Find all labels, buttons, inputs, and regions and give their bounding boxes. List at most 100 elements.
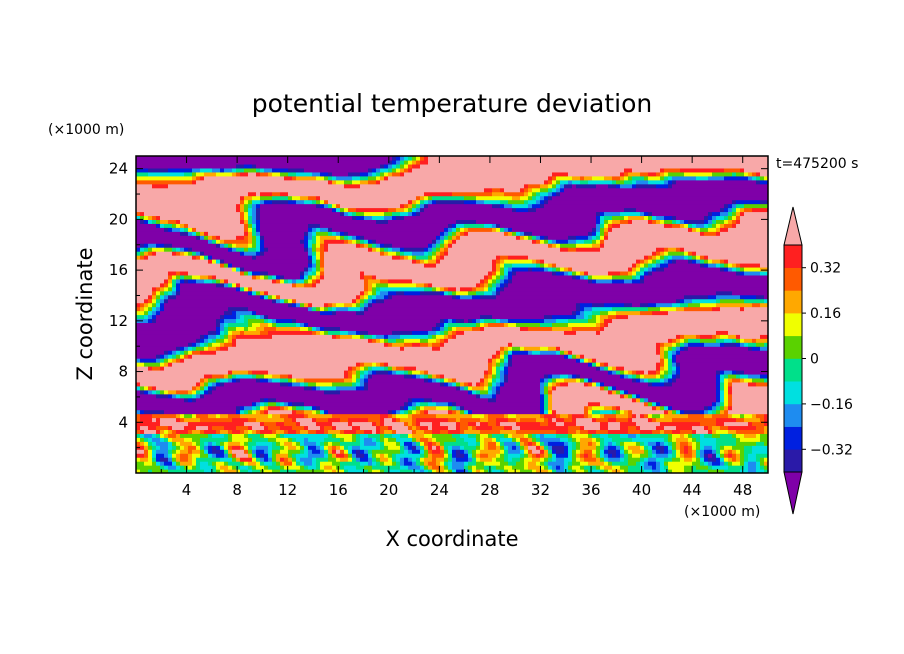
- field-cell: [180, 334, 185, 339]
- field-cell: [192, 405, 197, 411]
- field-cell: [288, 175, 293, 181]
- field-cell: [288, 381, 293, 387]
- field-cell: [188, 302, 193, 308]
- field-cell: [136, 330, 141, 335]
- field-cell: [140, 421, 145, 427]
- field-cell: [344, 358, 349, 363]
- field-cell: [136, 298, 141, 304]
- field-cell: [332, 175, 337, 181]
- field-cell: [216, 469, 221, 473]
- field-cell: [376, 449, 381, 454]
- field-cell: [180, 366, 185, 371]
- field-cell: [372, 334, 377, 339]
- field-cell: [144, 469, 149, 473]
- field-cell: [224, 310, 229, 316]
- field-cell: [320, 255, 325, 260]
- field-cell: [344, 175, 349, 181]
- field-cell: [232, 219, 237, 224]
- field-cell: [300, 366, 305, 371]
- field-cell: [208, 298, 213, 304]
- field-cell: [220, 286, 225, 292]
- field-cell: [368, 338, 373, 343]
- field-cell: [292, 413, 297, 419]
- field-cell: [152, 195, 157, 201]
- field-cell: [292, 369, 297, 375]
- field-cell: [296, 421, 301, 427]
- field-cell: [224, 171, 229, 177]
- field-cell: [200, 156, 205, 161]
- field-cell: [172, 385, 177, 391]
- field-cell: [352, 433, 357, 438]
- field-cell: [160, 247, 165, 252]
- field-cell: [300, 358, 305, 363]
- field-cell: [148, 199, 153, 205]
- field-cell: [332, 369, 337, 375]
- field-cell: [188, 409, 193, 415]
- field-cell: [276, 453, 281, 458]
- field-cell: [376, 282, 381, 288]
- field-cell: [188, 421, 193, 427]
- field-cell: [312, 421, 317, 427]
- field-cell: [296, 425, 301, 431]
- field-cell: [252, 156, 257, 161]
- field-cell: [228, 385, 233, 391]
- field-cell: [280, 421, 285, 427]
- field-cell: [188, 393, 193, 399]
- field-cell: [316, 298, 321, 304]
- field-cell: [284, 294, 289, 300]
- field-cell: [184, 239, 189, 244]
- field-cell: [208, 405, 213, 411]
- field-cell: [212, 405, 217, 411]
- field-cell: [140, 453, 145, 458]
- field-cell: [328, 259, 333, 264]
- field-cell: [324, 362, 329, 367]
- field-cell: [288, 346, 293, 351]
- field-cell: [168, 239, 173, 244]
- field-cell: [280, 369, 285, 375]
- field-cell: [204, 294, 209, 300]
- field-cell: [184, 441, 189, 446]
- field-cell: [208, 219, 213, 224]
- field-cell: [292, 171, 297, 177]
- field-cell: [316, 461, 321, 466]
- field-cell: [164, 298, 169, 304]
- field-cell: [216, 310, 221, 316]
- field-cell: [276, 421, 281, 427]
- field-cell: [384, 389, 389, 395]
- field-cell: [372, 385, 377, 391]
- field-cell: [268, 366, 273, 371]
- field-cell: [220, 183, 225, 189]
- field-cell: [356, 362, 361, 367]
- field-cell: [180, 203, 185, 209]
- field-cell: [336, 207, 341, 213]
- field-cell: [344, 469, 349, 473]
- field-cell: [188, 175, 193, 181]
- field-cell: [180, 251, 185, 256]
- field-cell: [148, 369, 153, 375]
- field-cell: [164, 326, 169, 331]
- field-cell: [376, 453, 381, 458]
- field-cell: [288, 322, 293, 327]
- field-cell: [240, 171, 245, 177]
- field-cell: [352, 243, 357, 248]
- field-cell: [276, 156, 281, 161]
- field-cell: [240, 469, 245, 473]
- field-cell: [232, 298, 237, 304]
- field-cell: [224, 211, 229, 217]
- field-cell: [364, 413, 369, 419]
- field-cell: [300, 413, 305, 419]
- field-cell: [268, 381, 273, 387]
- field-cell: [260, 187, 265, 193]
- field-cell: [200, 203, 205, 209]
- field-cell: [328, 397, 333, 403]
- field-cell: [160, 270, 165, 276]
- field-cell: [172, 223, 177, 228]
- field-cell: [288, 167, 293, 173]
- field-cell: [144, 437, 149, 442]
- field-cell: [172, 183, 177, 189]
- field-cell: [176, 421, 181, 427]
- field-cell: [336, 167, 341, 173]
- field-cell: [224, 437, 229, 442]
- field-cell: [280, 203, 285, 209]
- field-cell: [276, 203, 281, 209]
